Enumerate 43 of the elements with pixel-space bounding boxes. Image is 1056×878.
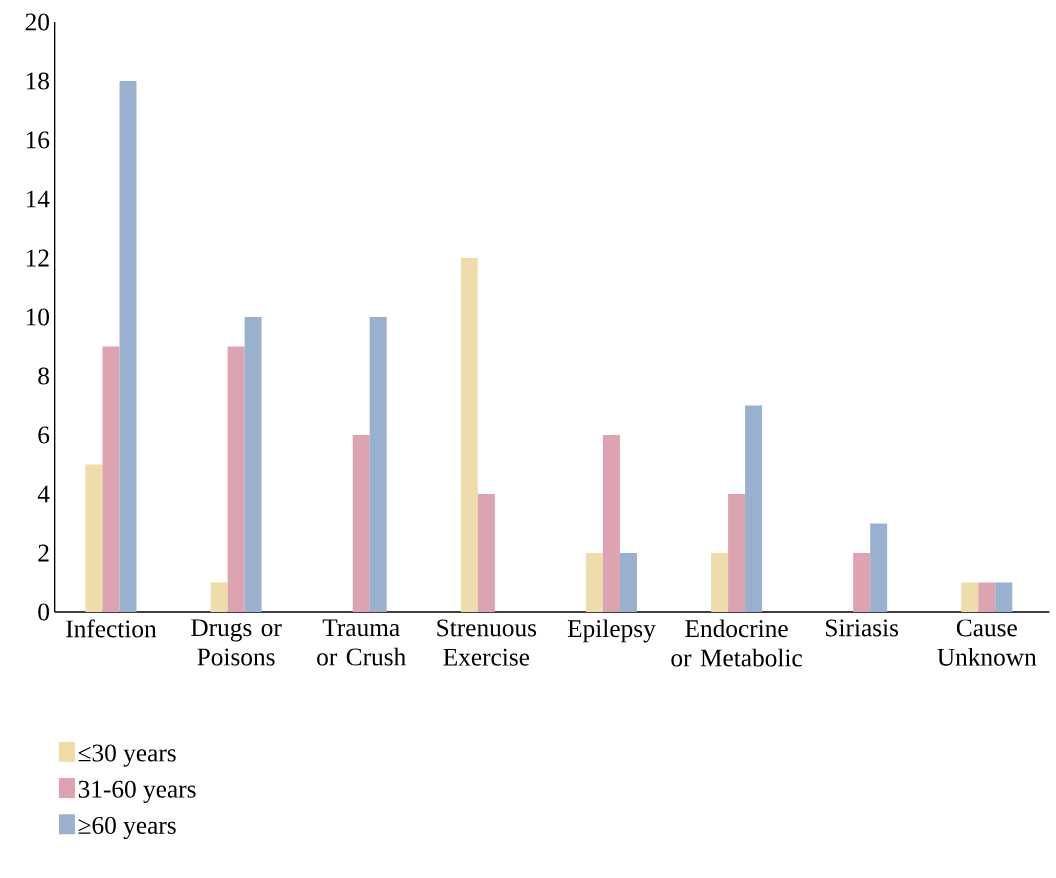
legend-label: ≤30 years <box>78 744 176 767</box>
x-tick-label: Strenuous Exercise <box>437 619 537 666</box>
y-tick-label: 16 <box>26 131 50 149</box>
bar <box>870 523 888 612</box>
x-tick-label: Siriasis <box>826 619 899 637</box>
bar <box>85 464 103 612</box>
bar <box>853 553 871 612</box>
y-tick-label: 20 <box>25 13 49 31</box>
bar <box>369 317 387 612</box>
bar <box>477 494 495 612</box>
y-tick-label: 2 <box>38 544 49 562</box>
legend-label: 31-60 years <box>78 780 196 803</box>
y-tick-label: 12 <box>26 249 49 267</box>
x-tick-label: Infection <box>66 619 157 638</box>
bar <box>585 553 603 612</box>
bar <box>711 553 729 612</box>
bar <box>961 582 979 612</box>
x-tick-label: Cause Unknown <box>937 619 1037 666</box>
bar <box>210 582 228 612</box>
bar <box>227 346 245 612</box>
bar <box>244 317 262 612</box>
y-tick-label: 14 <box>26 190 50 208</box>
bar <box>460 258 478 612</box>
y-tick-label: 4 <box>37 485 50 503</box>
bar <box>602 435 620 612</box>
x-tick-label: Drugs or Poisons <box>191 619 282 666</box>
bar <box>619 553 637 612</box>
y-tick-label: 6 <box>38 426 50 444</box>
y-tick-label: 10 <box>26 308 49 326</box>
x-tick-label: Epilepsy <box>567 619 656 643</box>
y-tick-label: 0 <box>38 603 49 621</box>
bar <box>119 81 137 612</box>
x-tick-label: Trauma or Crush <box>317 619 406 666</box>
y-tick-label: 18 <box>26 72 49 90</box>
bar <box>728 494 746 612</box>
legend-label: ≥60 years <box>78 816 176 840</box>
bar <box>995 582 1013 612</box>
y-tick-label: 8 <box>38 367 49 385</box>
x-tick-label: Endocrine or Metabolic <box>671 619 802 667</box>
bar <box>102 346 120 612</box>
bar <box>745 405 763 612</box>
bar <box>352 435 370 612</box>
bar <box>978 582 996 612</box>
